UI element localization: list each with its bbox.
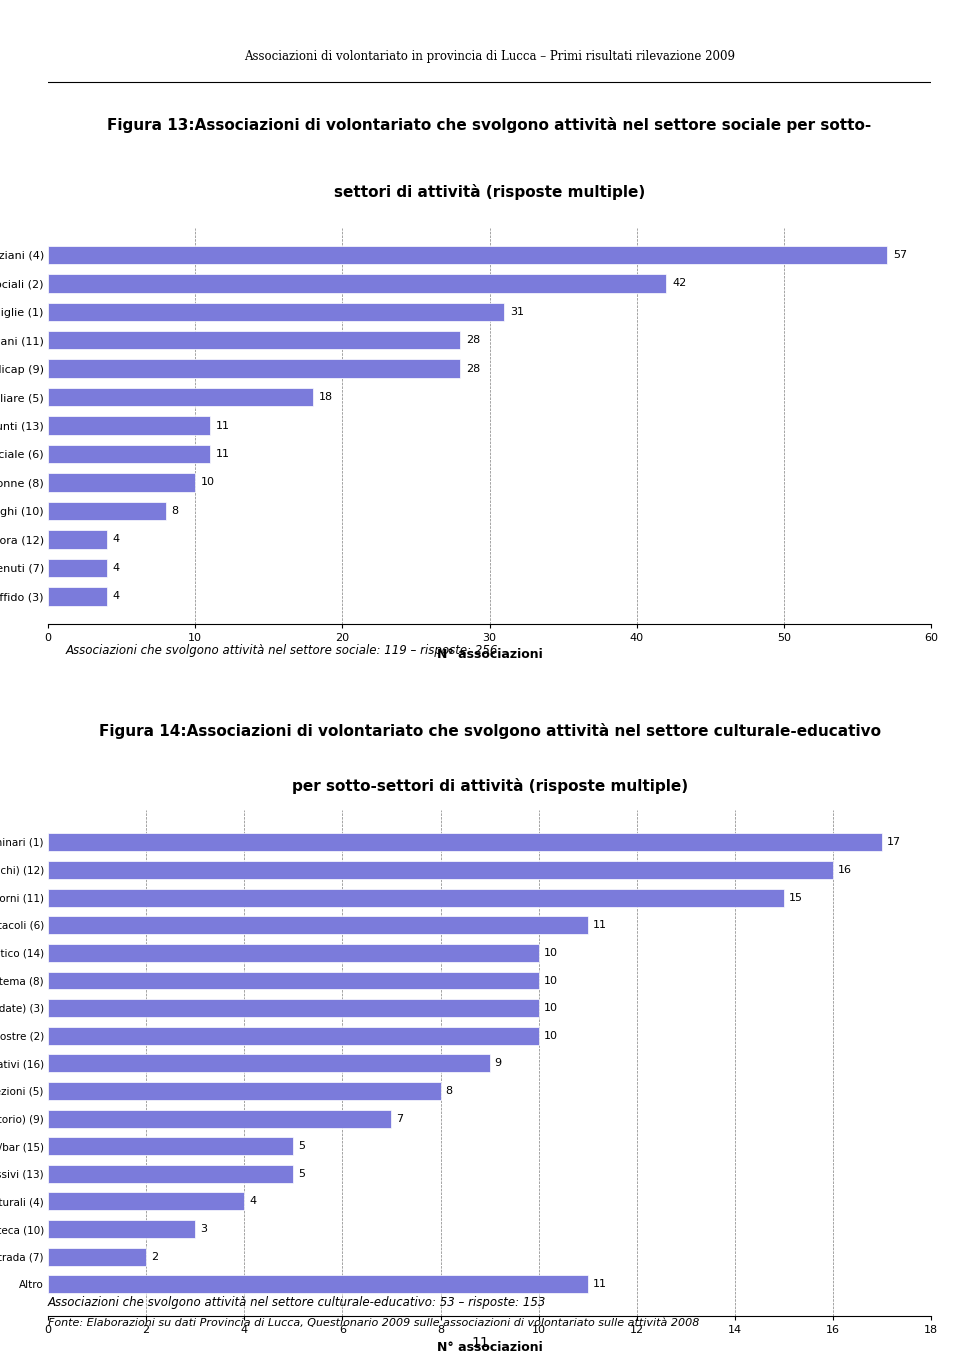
Text: 57: 57: [893, 250, 907, 261]
Bar: [48, 999, 539, 1018]
Text: 11: 11: [216, 449, 229, 459]
Bar: [48, 972, 539, 989]
Bar: [48, 502, 166, 520]
Text: 42: 42: [672, 278, 686, 288]
Bar: [48, 474, 195, 491]
Text: 28: 28: [466, 335, 480, 345]
Bar: [48, 833, 882, 851]
Bar: [48, 889, 784, 906]
Text: 18: 18: [319, 392, 333, 402]
Text: 9: 9: [494, 1058, 502, 1068]
Text: Figura 13:Associazioni di volontariato che svolgono attività nel settore sociale: Figura 13:Associazioni di volontariato c…: [108, 117, 872, 133]
Text: Figura 14:Associazioni di volontariato che svolgono attività nel settore cultura: Figura 14:Associazioni di volontariato c…: [99, 723, 880, 740]
Bar: [48, 1220, 195, 1238]
Bar: [48, 916, 588, 934]
Bar: [48, 1276, 588, 1293]
Text: 8: 8: [172, 506, 179, 516]
Text: Associazioni che svolgono attività nel settore sociale: 119 – risposte: 256: Associazioni che svolgono attività nel s…: [65, 645, 498, 657]
Bar: [48, 1164, 294, 1183]
Text: 4: 4: [250, 1197, 256, 1206]
Text: 2: 2: [151, 1251, 158, 1262]
Text: 10: 10: [543, 1031, 558, 1041]
Bar: [48, 862, 833, 879]
Bar: [48, 1247, 146, 1266]
Text: 4: 4: [112, 563, 120, 573]
Text: 7: 7: [396, 1114, 403, 1124]
Text: 31: 31: [510, 307, 524, 316]
Text: 28: 28: [466, 364, 480, 373]
Text: 8: 8: [445, 1086, 452, 1096]
Bar: [48, 445, 210, 463]
X-axis label: N° associazioni: N° associazioni: [437, 649, 542, 661]
Text: 11: 11: [592, 920, 607, 931]
Bar: [48, 1082, 441, 1101]
Text: 16: 16: [838, 864, 852, 875]
X-axis label: N° associazioni: N° associazioni: [437, 1341, 542, 1354]
Text: 10: 10: [543, 1003, 558, 1014]
Bar: [48, 303, 504, 322]
Bar: [48, 1193, 244, 1210]
Text: 11: 11: [592, 1280, 607, 1289]
Bar: [48, 360, 460, 379]
Bar: [48, 1027, 539, 1045]
Text: Associazioni che svolgono attività nel settore culturale-educativo: 53 – rispost: Associazioni che svolgono attività nel s…: [48, 1296, 546, 1310]
Text: 4: 4: [112, 535, 120, 544]
Text: 5: 5: [299, 1141, 305, 1151]
Text: 10: 10: [201, 478, 215, 487]
Bar: [48, 274, 666, 293]
Bar: [48, 246, 887, 265]
Bar: [48, 331, 460, 350]
Bar: [48, 559, 107, 577]
Text: 11: 11: [216, 421, 229, 430]
Bar: [48, 417, 210, 434]
Bar: [48, 1110, 392, 1128]
Text: Fonte: Elaborazioni su dati Provincia di Lucca, Questionario 2009 sulle associaz: Fonte: Elaborazioni su dati Provincia di…: [48, 1318, 700, 1329]
Text: 4: 4: [112, 592, 120, 601]
Text: 17: 17: [887, 837, 901, 847]
Text: 11: 11: [471, 1337, 489, 1350]
Text: 5: 5: [299, 1168, 305, 1179]
Text: 15: 15: [789, 893, 803, 902]
Text: 10: 10: [543, 976, 558, 985]
Text: settori di attività (risposte multiple): settori di attività (risposte multiple): [334, 185, 645, 199]
Bar: [48, 531, 107, 548]
Text: Associazioni di volontariato in provincia di Lucca – Primi risultati rilevazione: Associazioni di volontariato in provinci…: [244, 50, 735, 62]
Bar: [48, 388, 313, 406]
Bar: [48, 944, 539, 962]
Text: 10: 10: [543, 949, 558, 958]
Text: per sotto-settori di attività (risposte multiple): per sotto-settori di attività (risposte …: [292, 779, 687, 794]
Bar: [48, 1054, 490, 1072]
Bar: [48, 1137, 294, 1155]
Text: 3: 3: [200, 1224, 207, 1234]
Bar: [48, 588, 107, 605]
